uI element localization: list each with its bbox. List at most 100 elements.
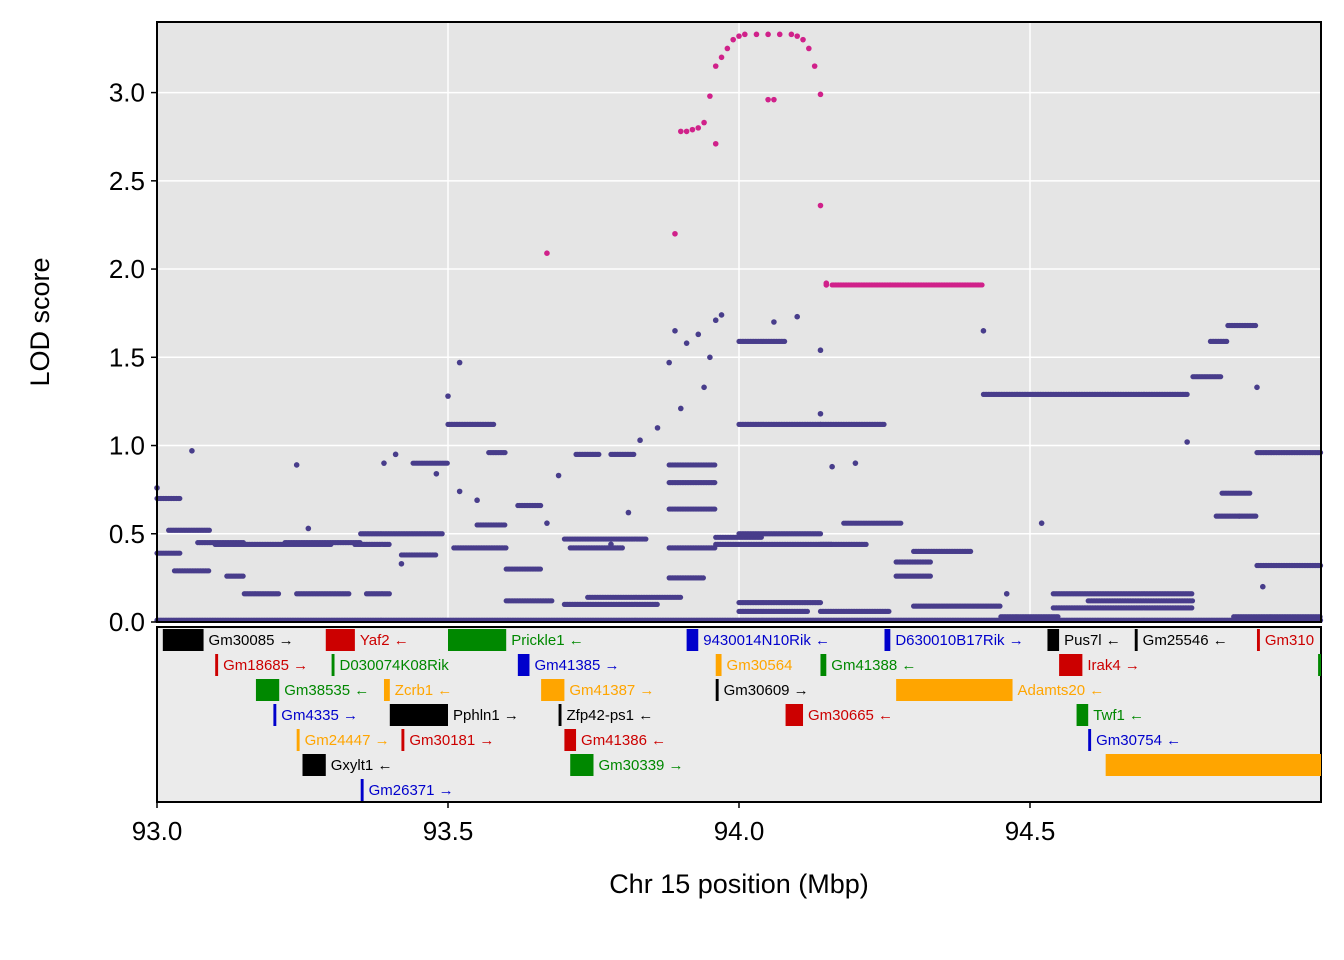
lod-point-highlight bbox=[794, 33, 800, 39]
lod-point bbox=[980, 328, 987, 334]
lod-point bbox=[177, 495, 183, 502]
gene-label: Adamts20 ← bbox=[1018, 682, 1105, 699]
lod-point bbox=[852, 460, 859, 466]
lod-point bbox=[433, 470, 440, 477]
lod-plot-border bbox=[156, 21, 1322, 623]
lod-point-highlight bbox=[718, 54, 725, 61]
gene-label: Gm38535 ← bbox=[284, 682, 369, 699]
lod-point-highlight bbox=[788, 31, 795, 38]
lod-point bbox=[474, 497, 480, 504]
lod-point bbox=[1253, 513, 1259, 519]
gene-label: Gm30665 ← bbox=[808, 707, 893, 724]
lod-point bbox=[444, 460, 450, 466]
gene-bar bbox=[389, 704, 448, 726]
lod-point bbox=[817, 531, 824, 537]
gene-bar bbox=[570, 754, 594, 776]
lod-point bbox=[177, 550, 183, 556]
lod-point bbox=[898, 520, 904, 526]
lod-point bbox=[381, 460, 387, 466]
lod-point bbox=[718, 312, 725, 318]
lod-point bbox=[240, 573, 246, 579]
lod-point-highlight bbox=[800, 36, 806, 43]
gene-bar bbox=[360, 779, 364, 801]
lod-point bbox=[700, 575, 706, 581]
lod-point bbox=[619, 545, 625, 551]
lod-point bbox=[555, 472, 562, 479]
lod-point bbox=[1184, 439, 1190, 445]
x-tick-label: 93.0 bbox=[132, 816, 183, 846]
lod-point bbox=[794, 313, 800, 320]
lod-point-highlight bbox=[823, 282, 830, 288]
gene-label: Gm30609 → bbox=[724, 682, 809, 699]
gene-label: Zcrb1 ← bbox=[395, 682, 453, 699]
gene-label: Gm24447 → bbox=[305, 732, 390, 749]
gene-bar bbox=[296, 729, 300, 751]
lod-point bbox=[886, 608, 892, 615]
gene-bar bbox=[331, 654, 335, 676]
lod-point bbox=[503, 545, 509, 551]
gene-label: Gm41387 → bbox=[569, 682, 654, 699]
gene-label: 9430014N10Rik ← bbox=[703, 632, 830, 649]
lod-point bbox=[206, 568, 212, 574]
gene-label: Gm30085 → bbox=[209, 632, 294, 649]
lod-point bbox=[439, 531, 445, 537]
lod-point-highlight bbox=[765, 31, 771, 38]
lod-point bbox=[712, 479, 718, 486]
lod-point-highlight bbox=[724, 45, 731, 52]
lod-point-highlight bbox=[765, 96, 771, 103]
lod-point bbox=[1224, 338, 1230, 345]
lod-point bbox=[695, 331, 702, 338]
gene-bar bbox=[884, 629, 891, 651]
lod-point bbox=[206, 527, 212, 533]
lod-point-highlight bbox=[753, 31, 760, 38]
lod-point-highlight bbox=[712, 63, 719, 69]
gene-label: Gm30564 bbox=[727, 657, 793, 674]
lod-point bbox=[771, 319, 777, 325]
lod-point-highlight bbox=[712, 140, 719, 147]
gene-bar bbox=[1076, 704, 1089, 726]
gene-bar bbox=[785, 704, 804, 726]
lod-point bbox=[1189, 591, 1195, 597]
gene-label: Gm41385 → bbox=[534, 657, 619, 674]
gene-label: Gm30339 → bbox=[599, 757, 684, 774]
gene-bar bbox=[686, 629, 699, 651]
lod-point-highlight bbox=[701, 119, 707, 126]
lod-point-highlight bbox=[736, 33, 742, 39]
lod-point bbox=[631, 451, 637, 457]
gene-bar bbox=[896, 679, 1013, 701]
lod-point bbox=[1189, 598, 1196, 604]
gene-label: Gm4335 → bbox=[281, 707, 358, 724]
lod-point-highlight bbox=[817, 91, 824, 98]
gene-bar bbox=[564, 729, 577, 751]
lod-point bbox=[782, 338, 788, 345]
gene-bar bbox=[820, 654, 827, 676]
lod-point bbox=[398, 560, 405, 567]
y-axis-label: LOD score bbox=[25, 257, 55, 386]
lod-point-highlight bbox=[979, 282, 985, 288]
gene-label: Prickle1 ← bbox=[511, 632, 584, 649]
lod-point bbox=[445, 393, 451, 399]
lod-point-highlight bbox=[817, 202, 824, 209]
gene-bar bbox=[1105, 754, 1321, 776]
x-tick-label: 94.5 bbox=[1005, 816, 1056, 846]
gene-label: Gm30754 ← bbox=[1096, 732, 1181, 749]
gene-bar bbox=[325, 629, 355, 651]
lod-point bbox=[997, 603, 1003, 609]
lod-point-highlight bbox=[683, 128, 690, 135]
y-tick-label: 1.0 bbox=[109, 431, 145, 461]
lod-point-highlight bbox=[672, 230, 678, 237]
gene-label: Zfp42-ps1 ← bbox=[566, 707, 653, 724]
lod-point bbox=[666, 359, 672, 366]
lod-point bbox=[712, 462, 718, 468]
gene-track: Gm30085 → Yaf2 ← Prickle1 ← 9430014N10Rik ←… bbox=[162, 629, 1321, 801]
gene-label: Gm18685 → bbox=[223, 657, 308, 674]
gene-bar bbox=[273, 704, 277, 726]
lod-point bbox=[927, 559, 933, 565]
lod-point-highlight bbox=[776, 31, 783, 38]
lod-point bbox=[549, 598, 555, 604]
gene-bar bbox=[255, 679, 280, 701]
gene-bar bbox=[541, 679, 565, 701]
lod-point bbox=[544, 520, 550, 526]
lod-point bbox=[927, 573, 933, 579]
lod-point bbox=[881, 421, 887, 427]
